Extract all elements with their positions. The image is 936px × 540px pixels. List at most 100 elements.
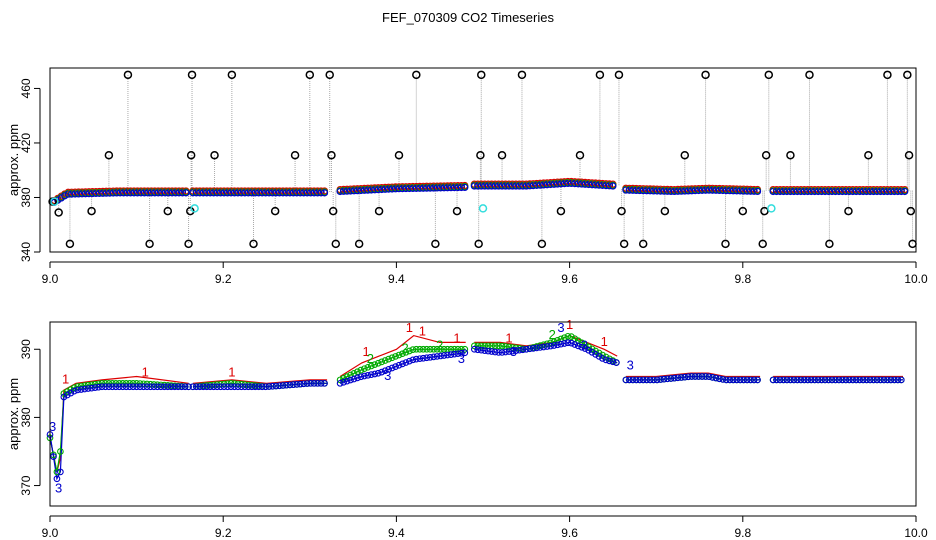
series-point-blue: [719, 376, 727, 383]
series-point-blue: [272, 382, 280, 390]
series-point-blue: [289, 381, 297, 388]
outlier-point: [617, 206, 626, 216]
series-point-blue: [776, 376, 784, 384]
series-point-green: [367, 362, 375, 370]
baseline-point-blue: [897, 187, 905, 196]
series-point-blue: [488, 348, 496, 355]
series-point-blue: [557, 340, 565, 348]
series-point-green: [115, 379, 123, 387]
series-point-blue: [98, 383, 106, 391]
series-point-blue: [336, 379, 344, 387]
baseline-point-blue: [178, 189, 187, 197]
top-x-tick-label: 9.2: [215, 272, 232, 286]
series-point-blue: [115, 383, 123, 391]
baseline-point-blue: [151, 189, 159, 197]
baseline-point-blue: [391, 185, 400, 193]
baseline-point-blue: [265, 189, 273, 197]
series-point-blue: [502, 348, 509, 356]
outlier-point: [290, 150, 300, 160]
series-point-blue: [251, 383, 259, 391]
baseline-point-blue: [740, 187, 748, 195]
outlier-point: [227, 70, 237, 80]
series-point-green: [474, 342, 482, 350]
baseline-point-blue: [95, 189, 103, 197]
baseline-point-blue: [161, 189, 169, 197]
outlier-point: [123, 70, 133, 80]
series-point-blue: [458, 349, 465, 357]
series-point-blue: [509, 347, 516, 355]
series-point-blue: [67, 389, 75, 397]
series-point-blue: [255, 383, 263, 391]
series-label-red: 1: [505, 330, 512, 345]
series-point-blue: [154, 383, 161, 391]
outlier-point: [145, 239, 154, 249]
series-point-blue: [747, 376, 754, 384]
outlier-point: [844, 206, 853, 216]
baseline-point-blue: [68, 190, 76, 198]
series-point-blue: [884, 376, 891, 384]
baseline-point-blue: [625, 186, 633, 194]
series-point-blue: [780, 376, 787, 384]
series-point-blue: [729, 376, 737, 384]
baseline-point-blue: [158, 189, 166, 197]
baseline-point-blue: [776, 187, 784, 196]
baseline-point-blue: [71, 190, 79, 198]
top-y-tick-label: 420: [19, 133, 33, 153]
baseline-point-blue: [508, 182, 517, 190]
outlier-point: [825, 239, 834, 249]
baseline-point-blue: [824, 187, 833, 196]
series-point-blue: [733, 376, 741, 384]
baseline-point-blue: [804, 187, 812, 196]
outlier-point: [903, 70, 912, 80]
baseline-point-blue: [430, 184, 438, 192]
series-point-blue: [84, 385, 92, 392]
baseline-point-blue: [241, 189, 249, 197]
baseline-point-blue: [887, 187, 895, 196]
top-y-axis-label: approx. ppm: [6, 124, 21, 196]
series-label-blue: 3: [55, 480, 62, 495]
series-point-green: [505, 343, 513, 351]
top-y-tick-label: 340: [19, 242, 33, 262]
series-point-green: [426, 345, 434, 353]
series-point-green: [477, 342, 485, 350]
series-point-green: [451, 345, 458, 353]
baseline-point-blue: [708, 186, 717, 194]
baseline-point-blue: [268, 189, 277, 197]
baseline-point-blue: [753, 187, 762, 196]
series-point-green: [112, 379, 120, 387]
series-point-blue: [126, 383, 134, 391]
baseline-point-blue: [818, 187, 826, 196]
series-point-blue: [409, 356, 417, 364]
series-point-blue: [91, 384, 99, 391]
outlier-point: [614, 70, 624, 80]
series-point-blue: [491, 348, 499, 356]
baseline-point-blue: [416, 184, 424, 192]
outlier-point: [477, 70, 486, 80]
series-point-blue: [364, 371, 372, 379]
baseline-point-blue: [220, 189, 228, 197]
series-point-blue: [677, 374, 685, 381]
series-point-blue: [825, 376, 832, 384]
series-point-green: [554, 337, 561, 344]
series-point-blue: [790, 376, 798, 384]
top-y-tick-label: 460: [19, 78, 33, 98]
outlier-point: [660, 206, 670, 216]
baseline-point-blue: [790, 187, 798, 196]
baseline-point-blue: [474, 182, 482, 190]
series-point-blue: [684, 373, 692, 381]
series-point-green: [102, 379, 109, 387]
series-point-green: [409, 346, 417, 353]
outlier-point: [517, 70, 527, 80]
baseline-point-blue: [653, 187, 661, 195]
bottom-x-tick-label: 9.2: [215, 526, 232, 540]
baseline-point-blue: [300, 189, 308, 197]
outlier-point: [904, 150, 914, 160]
series-point-blue: [388, 364, 396, 372]
baseline-point-blue: [443, 184, 452, 192]
series-point-green: [564, 332, 572, 340]
series-point-blue: [283, 381, 290, 389]
baseline-point-blue: [512, 182, 520, 190]
baseline-point-blue: [317, 189, 325, 197]
series-point-blue: [248, 383, 256, 391]
series-point-blue: [797, 376, 805, 384]
